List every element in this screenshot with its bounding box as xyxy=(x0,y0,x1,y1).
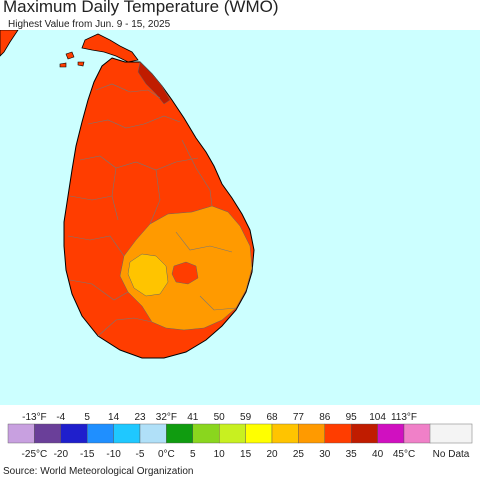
celsius-tick-label: -5 xyxy=(136,449,145,460)
celsius-tick-label: 15 xyxy=(240,449,252,460)
fahrenheit-tick-label: 41 xyxy=(187,412,199,423)
legend-swatch xyxy=(192,423,220,444)
fahrenheit-tick-label: 59 xyxy=(240,412,252,423)
fahrenheit-labels: -13°F -4 5 14 23 32°F 41 50 59 68 77 86 95 104 113°F xyxy=(22,412,417,423)
celsius-tick-label: 25 xyxy=(293,449,305,460)
legend-swatch xyxy=(166,423,193,444)
legend-swatch xyxy=(113,423,141,444)
legend-swatch xyxy=(377,423,405,444)
india-landmass xyxy=(0,30,19,57)
legend-swatch xyxy=(34,423,62,444)
temperature-map xyxy=(0,30,480,405)
hot-spot xyxy=(171,261,199,285)
legend-swatches xyxy=(7,423,431,444)
legend-swatch xyxy=(245,423,273,444)
fahrenheit-tick-label: -4 xyxy=(56,412,65,423)
legend-swatch xyxy=(298,423,325,444)
celsius-tick-label: -20 xyxy=(54,449,69,460)
celsius-tick-label: 30 xyxy=(319,449,331,460)
celsius-tick-label: -10 xyxy=(106,449,121,460)
color-legend: -13°F -4 5 14 23 32°F 41 50 59 68 77 86 95 104 113°F -… xyxy=(7,412,473,460)
celsius-tick-label: 45°C xyxy=(393,449,415,460)
highland-mild-zone xyxy=(127,253,169,297)
legend-swatch xyxy=(139,423,167,444)
fahrenheit-tick-label: 95 xyxy=(346,412,358,423)
northeast-very-hot-zone xyxy=(137,61,171,105)
fahrenheit-tick-label: 68 xyxy=(266,412,278,423)
fahrenheit-tick-label: 14 xyxy=(108,412,120,423)
fahrenheit-tick-label: 32°F xyxy=(156,412,177,423)
legend-swatch xyxy=(403,423,431,444)
fahrenheit-tick-label: 5 xyxy=(84,412,90,423)
source-credit: Source: World Meteorological Organizatio… xyxy=(3,466,194,477)
fahrenheit-tick-label: 104 xyxy=(369,412,386,423)
district-boundaries xyxy=(67,83,237,337)
legend-swatch xyxy=(7,423,35,444)
fahrenheit-tick-label: 77 xyxy=(293,412,305,423)
fahrenheit-tick-label: 113°F xyxy=(391,412,417,423)
map-title: Maximum Daily Temperature (WMO) xyxy=(3,0,279,16)
fahrenheit-tick-label: 23 xyxy=(134,412,146,423)
legend-swatch xyxy=(271,423,299,444)
celsius-tick-label: 20 xyxy=(266,449,278,460)
celsius-tick-label: 10 xyxy=(214,449,226,460)
legend-swatch xyxy=(86,423,114,444)
no-data-label: No Data xyxy=(433,449,470,460)
legend-swatch xyxy=(351,423,378,444)
celsius-tick-label: -25°C xyxy=(22,449,48,460)
legend-swatch xyxy=(218,423,246,444)
celsius-labels: -25°C -20 -15 -10 -5 0°C 5 10 15 20 25 30 35 40 45°C xyxy=(22,449,416,460)
celsius-tick-label: 40 xyxy=(372,449,384,460)
legend-swatch xyxy=(60,423,88,444)
jaffna-peninsula xyxy=(81,33,139,63)
fahrenheit-tick-label: 86 xyxy=(319,412,331,423)
fahrenheit-tick-label: -13°F xyxy=(22,412,47,423)
celsius-tick-label: 0°C xyxy=(158,449,175,460)
legend-swatch xyxy=(324,423,352,444)
fahrenheit-tick-label: 50 xyxy=(214,412,226,423)
no-data-swatch xyxy=(429,423,473,444)
map-subtitle: Highest Value from Jun. 9 - 15, 2025 xyxy=(8,19,171,30)
celsius-tick-label: -15 xyxy=(80,449,95,460)
celsius-tick-label: 35 xyxy=(346,449,358,460)
celsius-tick-label: 5 xyxy=(190,449,196,460)
islands xyxy=(59,51,85,68)
